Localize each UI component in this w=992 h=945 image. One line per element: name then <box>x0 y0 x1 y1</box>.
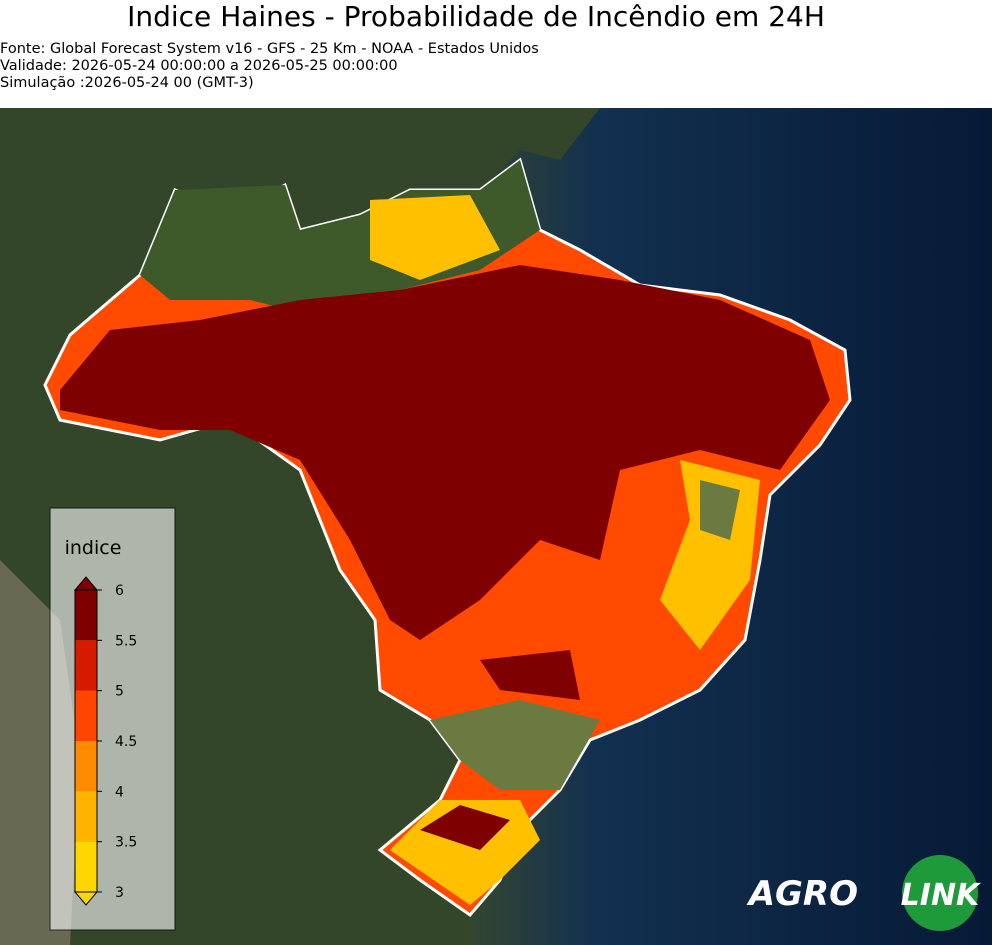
legend-box <box>49 507 176 931</box>
colorbar-band <box>75 841 97 892</box>
logo-left: AGRO <box>746 874 858 914</box>
logo-circle <box>902 855 978 931</box>
rs-high <box>420 805 510 850</box>
colorbar-tick-label: 4.5 <box>115 734 137 750</box>
colorbar: 3 3.5 4 4.5 5 5.5 6 <box>73 576 137 906</box>
north-yellow <box>370 195 500 280</box>
colorbar-band <box>75 791 97 842</box>
logo: AGRO LINK <box>746 855 982 931</box>
colorbar-tick-label: 5.5 <box>115 633 137 649</box>
colorbar-tick-label: 4 <box>115 784 124 800</box>
colorbar-band <box>75 741 97 792</box>
colorbar-tick-label: 5 <box>115 684 124 700</box>
east-land <box>700 480 740 540</box>
colorbar-band <box>75 640 97 691</box>
colorbar-band <box>75 690 97 741</box>
south-high <box>480 650 580 700</box>
validity-line: Validade: 2026-05-24 00:00:00 a 2026-05-… <box>0 58 398 74</box>
colorbar-band <box>75 590 97 641</box>
source-line: Fonte: Global Forecast System v16 - GFS … <box>0 41 539 57</box>
south-land <box>430 700 600 790</box>
map-title: Indice Haines - Probabilidade de Incêndi… <box>127 0 825 33</box>
logo-right: LINK <box>901 878 982 913</box>
colorbar-tick-label: 6 <box>115 583 124 599</box>
colorbar-tick-label: 3.5 <box>115 835 137 851</box>
legend-label: indice <box>65 537 122 559</box>
colorbar-tick-label: 3 <box>115 885 124 901</box>
core-high <box>60 265 830 640</box>
simulation-line: Simulação :2026-05-24 00 (GMT-3) <box>0 75 254 91</box>
